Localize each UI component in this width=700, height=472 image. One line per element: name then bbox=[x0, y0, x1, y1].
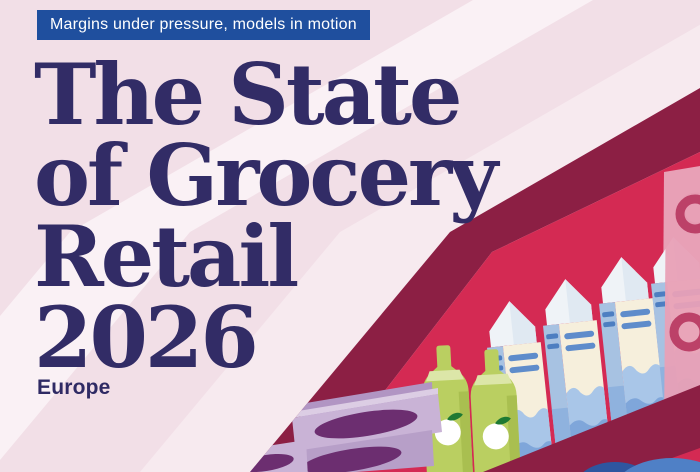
purple-boxes bbox=[250, 382, 442, 472]
pink-box-swirl bbox=[675, 194, 700, 234]
title-line: of Grocery bbox=[34, 126, 498, 225]
lower-shelf-rail bbox=[483, 385, 700, 472]
title-line: Retail bbox=[34, 207, 299, 306]
title-line: 2026 bbox=[34, 288, 259, 387]
purple-box-edge bbox=[292, 388, 438, 418]
background-stripe-lighter bbox=[0, 0, 593, 460]
background-stripe-light bbox=[140, 24, 700, 472]
tagline-text: Margins under pressure, models in motion bbox=[50, 16, 357, 33]
shelf-products bbox=[250, 166, 700, 472]
purple-box-label bbox=[314, 409, 418, 439]
region-label: Europe bbox=[37, 376, 111, 399]
purple-box-label bbox=[302, 446, 402, 472]
tagline-banner: Margins under pressure, models in motion bbox=[37, 10, 370, 40]
shelf-front-band bbox=[250, 88, 700, 472]
pink-box-overlap bbox=[664, 168, 700, 440]
pink-box-swirl bbox=[669, 312, 700, 352]
title-line: The State bbox=[34, 45, 462, 144]
report-title: The State of Grocery Retail 2026 bbox=[34, 45, 498, 387]
